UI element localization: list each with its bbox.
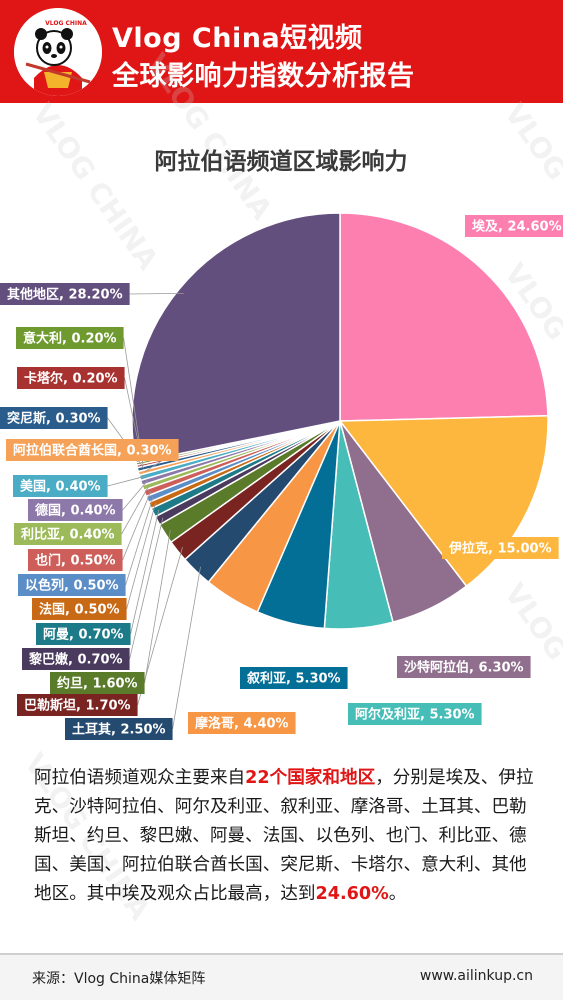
summary-text-before: 阿拉伯语频道观众主要来自 <box>34 768 246 788</box>
slice-label-box <box>18 574 126 596</box>
slice-data-label: 沙特阿拉伯, 6.30% <box>404 660 524 676</box>
slice-label-box <box>188 712 296 734</box>
slice-label-box <box>442 537 559 559</box>
header-title-line1: Vlog China短视频 <box>112 23 363 54</box>
leader-line <box>172 566 201 730</box>
slice-label-box <box>13 475 108 497</box>
leader-line <box>107 475 147 487</box>
slice-label-box <box>0 407 108 429</box>
leader-line <box>129 517 164 660</box>
slice-label-box <box>465 215 563 237</box>
slice-data-label: 约旦, 1.60% <box>57 676 138 692</box>
slice-label-box <box>397 656 531 678</box>
leader-line <box>121 485 150 535</box>
slice-label-box <box>16 327 124 349</box>
slice-data-label: 以色列, 0.50% <box>25 578 119 594</box>
slice-data-label: 突尼斯, 0.30% <box>7 411 101 427</box>
summary-text-after: 。 <box>388 884 407 904</box>
header-title-line2: 全球影响力指数分析报告 <box>112 61 415 92</box>
slice-label-box <box>17 367 125 389</box>
footer-url: www.ailinkup.cn <box>419 968 533 984</box>
slice-data-label: 阿拉伯联合酋长国, 0.30% <box>13 443 172 459</box>
slice-label-box <box>28 499 123 521</box>
leader-line <box>144 530 171 684</box>
summary-text-middle: ，分别是埃及、伊拉克、沙特阿拉伯、阿尔及利亚、叙利亚、摩洛哥、土耳其、巴勒斯坦、… <box>34 768 534 904</box>
slice-data-label: 巴勒斯坦, 1.70% <box>24 698 131 714</box>
slice-label-box <box>22 648 130 670</box>
slice-label-box <box>0 283 130 305</box>
slice-label-box <box>50 672 145 694</box>
chart-title: 阿拉伯语频道区域影响力 <box>155 148 408 175</box>
slice-label-box <box>17 694 138 716</box>
pie-slice-22 <box>131 212 341 464</box>
slice-label-box <box>6 439 179 461</box>
slice-data-label: 黎巴嫩, 0.70% <box>29 652 123 668</box>
pie-slice-1 <box>339 212 549 422</box>
slice-label-box <box>28 549 123 571</box>
slice-data-label: 其他地区, 28.20% <box>7 287 123 303</box>
leader-line <box>125 496 154 586</box>
summary-highlight-percent: 24.60% <box>315 884 389 904</box>
slice-data-label: 利比亚, 0.40% <box>21 527 115 543</box>
slice-label-box <box>32 598 127 620</box>
slice-data-label: 意大利, 0.20% <box>23 331 117 347</box>
slice-data-label: 叙利亚, 5.30% <box>247 671 341 687</box>
leader-line <box>122 490 152 561</box>
slice-data-label: 伊拉克, 15.00% <box>448 541 552 557</box>
panda-logo: VLOG CHINA <box>14 8 102 96</box>
slice-label-box <box>65 718 173 740</box>
leader-line <box>130 509 160 635</box>
summary-paragraph: 阿拉伯语频道观众主要来自22个国家和地区，分别是埃及、伊拉克、沙特阿拉伯、阿尔及… <box>34 764 534 909</box>
footer-divider <box>0 953 563 955</box>
slice-data-label: 土耳其, 2.50% <box>72 722 166 738</box>
footer: 来源：Vlog China媒体矩阵 www.ailinkup.cn <box>0 955 563 1000</box>
pie-chart: 阿拉伯语频道区域影响力 埃及, 24.60% 伊拉克, 15.00% 沙特阿拉伯, … <box>0 148 563 740</box>
slice-data-label: 阿曼, 0.70% <box>43 628 124 643</box>
summary-highlight-count: 22个国家和地区 <box>245 768 376 788</box>
slice-label-box <box>14 523 122 545</box>
footer-source: 来源：Vlog China媒体矩阵 <box>32 971 206 987</box>
slice-data-label: 法国, 0.50% <box>39 602 120 618</box>
slice-data-label: 卡塔尔, 0.20% <box>24 371 118 387</box>
slice-data-label: 摩洛哥, 4.40% <box>195 716 289 732</box>
slice-label-box <box>240 667 348 689</box>
leader-line <box>129 292 184 295</box>
slice-data-label: 埃及, 24.60% <box>472 219 562 235</box>
slice-label-box <box>36 623 131 645</box>
slice-data-label: 也门, 0.50% <box>35 553 116 569</box>
header-banner: VLOG CHINA Vlog China短视频 全球影响力指数分析报告 <box>0 0 563 103</box>
logo-text: VLOG CHINA <box>45 20 87 27</box>
slice-data-label: 德国, 0.40% <box>35 503 116 519</box>
leader-line <box>122 480 148 511</box>
slice-data-label: 阿尔及利亚, 5.30% <box>355 707 475 723</box>
slice-label-box <box>348 703 482 725</box>
slice-data-label: 美国, 0.40% <box>20 479 101 495</box>
leader-line <box>126 502 156 610</box>
